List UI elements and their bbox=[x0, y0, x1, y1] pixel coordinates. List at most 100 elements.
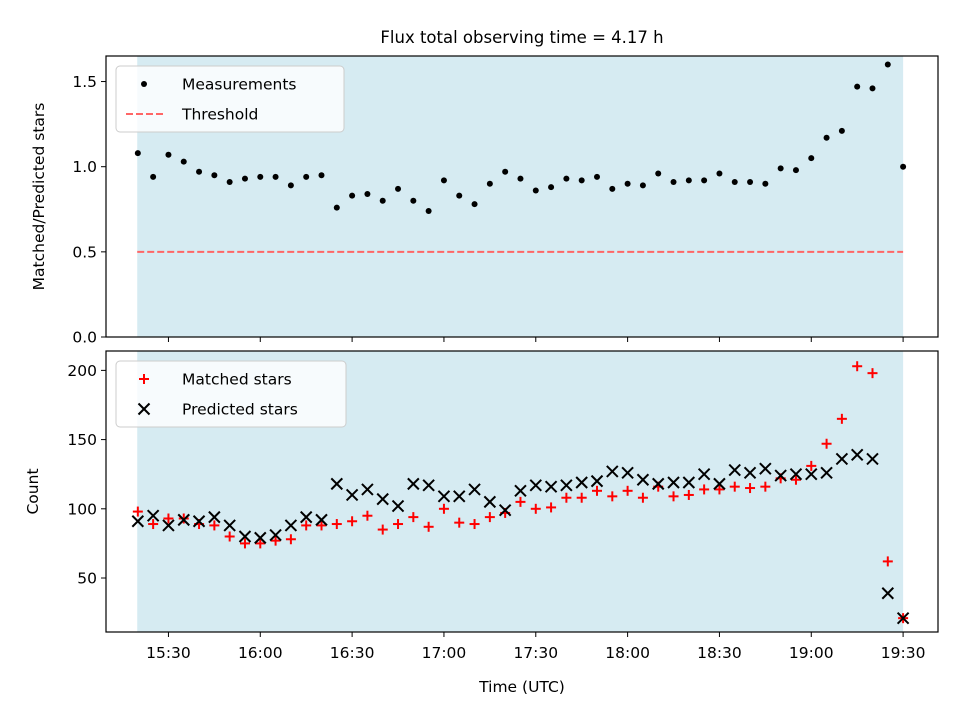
measurement-point bbox=[670, 179, 677, 186]
y-tick-label: 200 bbox=[67, 362, 97, 380]
cross-b bbox=[697, 467, 711, 481]
predicted-star-point bbox=[529, 479, 542, 492]
cross-b bbox=[376, 492, 389, 506]
matched-star-point bbox=[622, 485, 633, 496]
cross-b bbox=[498, 503, 512, 517]
cross-b bbox=[468, 483, 481, 496]
predicted-star-point bbox=[391, 499, 405, 513]
legend-label: Threshold bbox=[181, 106, 258, 124]
measurement-point bbox=[165, 151, 172, 158]
cross-b bbox=[315, 513, 328, 527]
measurement-point bbox=[808, 155, 815, 162]
cross-b bbox=[437, 490, 451, 503]
measurement-point bbox=[792, 167, 799, 174]
matched-star-point bbox=[148, 519, 159, 530]
matched-star-point bbox=[163, 513, 174, 524]
cross-b bbox=[652, 477, 665, 491]
matched-star-point bbox=[484, 512, 495, 523]
matched-star-point bbox=[561, 492, 572, 503]
cross-b bbox=[866, 452, 879, 466]
measurement-point bbox=[456, 192, 463, 199]
matched-star-point bbox=[423, 521, 434, 532]
cross-b bbox=[529, 479, 542, 492]
x-tick-label: 17:30 bbox=[513, 644, 558, 662]
measurement-point bbox=[823, 134, 830, 141]
matched-star-point bbox=[362, 510, 373, 521]
predicted-star-point bbox=[453, 490, 466, 503]
measurement-point bbox=[150, 173, 157, 180]
cross-b bbox=[805, 467, 818, 481]
cross-b bbox=[330, 477, 344, 491]
predicted-star-point bbox=[269, 528, 282, 542]
cross-b bbox=[192, 515, 206, 528]
matched-star-point bbox=[576, 492, 587, 503]
cross-b bbox=[835, 452, 849, 466]
matched-star-point bbox=[393, 519, 404, 530]
matched-star-point bbox=[469, 519, 480, 530]
cross-b bbox=[682, 476, 696, 489]
measurement-point bbox=[180, 158, 187, 165]
predicted-star-point bbox=[682, 476, 696, 489]
y-tick-label: 0.5 bbox=[72, 243, 97, 261]
measurement-point bbox=[502, 168, 509, 175]
legend: Matched stars Predicted stars bbox=[115, 360, 347, 428]
matched-star-point bbox=[806, 460, 817, 471]
predicted-star-point bbox=[590, 474, 604, 488]
cross-b bbox=[636, 473, 650, 486]
matched-star-point bbox=[255, 538, 266, 549]
matched-star-point bbox=[729, 481, 740, 492]
legend-marker-measurements bbox=[141, 81, 147, 87]
predicted-star-point bbox=[850, 448, 864, 462]
cross-b bbox=[514, 484, 527, 498]
measurement-point bbox=[333, 204, 340, 211]
cross-b bbox=[575, 476, 588, 489]
predicted-star-point bbox=[437, 490, 451, 503]
predicted-star-point bbox=[162, 519, 175, 532]
matched-star-point bbox=[591, 485, 602, 496]
matched-star-point bbox=[408, 512, 419, 523]
matched-star-point bbox=[285, 534, 296, 545]
predicted-star-point bbox=[137, 402, 151, 416]
measurement-point bbox=[762, 180, 769, 187]
matched-star-point bbox=[760, 481, 771, 492]
cross-b bbox=[223, 519, 236, 532]
measurement-point bbox=[624, 180, 631, 187]
cross-b bbox=[759, 462, 772, 475]
cross-b bbox=[345, 488, 359, 502]
legend-label: Predicted stars bbox=[182, 401, 298, 419]
measurement-point bbox=[854, 83, 861, 90]
cross-b bbox=[896, 611, 910, 625]
measurement-point bbox=[593, 173, 600, 180]
measurement-point bbox=[655, 170, 662, 177]
legend-label: Matched stars bbox=[182, 371, 292, 389]
predicted-star-point bbox=[820, 466, 833, 480]
predicted-star-point bbox=[759, 462, 772, 475]
measurement-point bbox=[257, 173, 264, 180]
cross-b bbox=[361, 483, 374, 496]
predicted-star-point bbox=[636, 473, 650, 486]
predicted-star-point bbox=[376, 492, 389, 506]
cross-b bbox=[453, 490, 466, 503]
matched-star-point bbox=[224, 531, 235, 542]
matched-star-point bbox=[454, 517, 465, 528]
measurement-point bbox=[364, 190, 371, 197]
matched-star-point bbox=[546, 502, 557, 513]
y-axis-label: Count bbox=[24, 468, 42, 514]
predicted-star-point bbox=[146, 509, 160, 522]
measurement-point bbox=[701, 177, 708, 184]
measurement-point bbox=[379, 197, 386, 204]
predicted-star-point bbox=[498, 503, 512, 517]
measurement-point bbox=[578, 177, 585, 184]
matched-star-point bbox=[239, 538, 250, 549]
cross-b bbox=[667, 476, 680, 489]
x-tick-label: 16:30 bbox=[330, 644, 375, 662]
measurement-point bbox=[777, 165, 784, 172]
predicted-star-point bbox=[330, 477, 344, 491]
predicted-star-point bbox=[468, 483, 481, 496]
x-tick-label: 18:30 bbox=[697, 644, 742, 662]
y-tick-label: 100 bbox=[67, 500, 97, 518]
matched-star-point bbox=[347, 516, 358, 527]
matched-star-point bbox=[515, 496, 526, 507]
y-axis-label: Matched/Predicted stars bbox=[30, 103, 48, 291]
